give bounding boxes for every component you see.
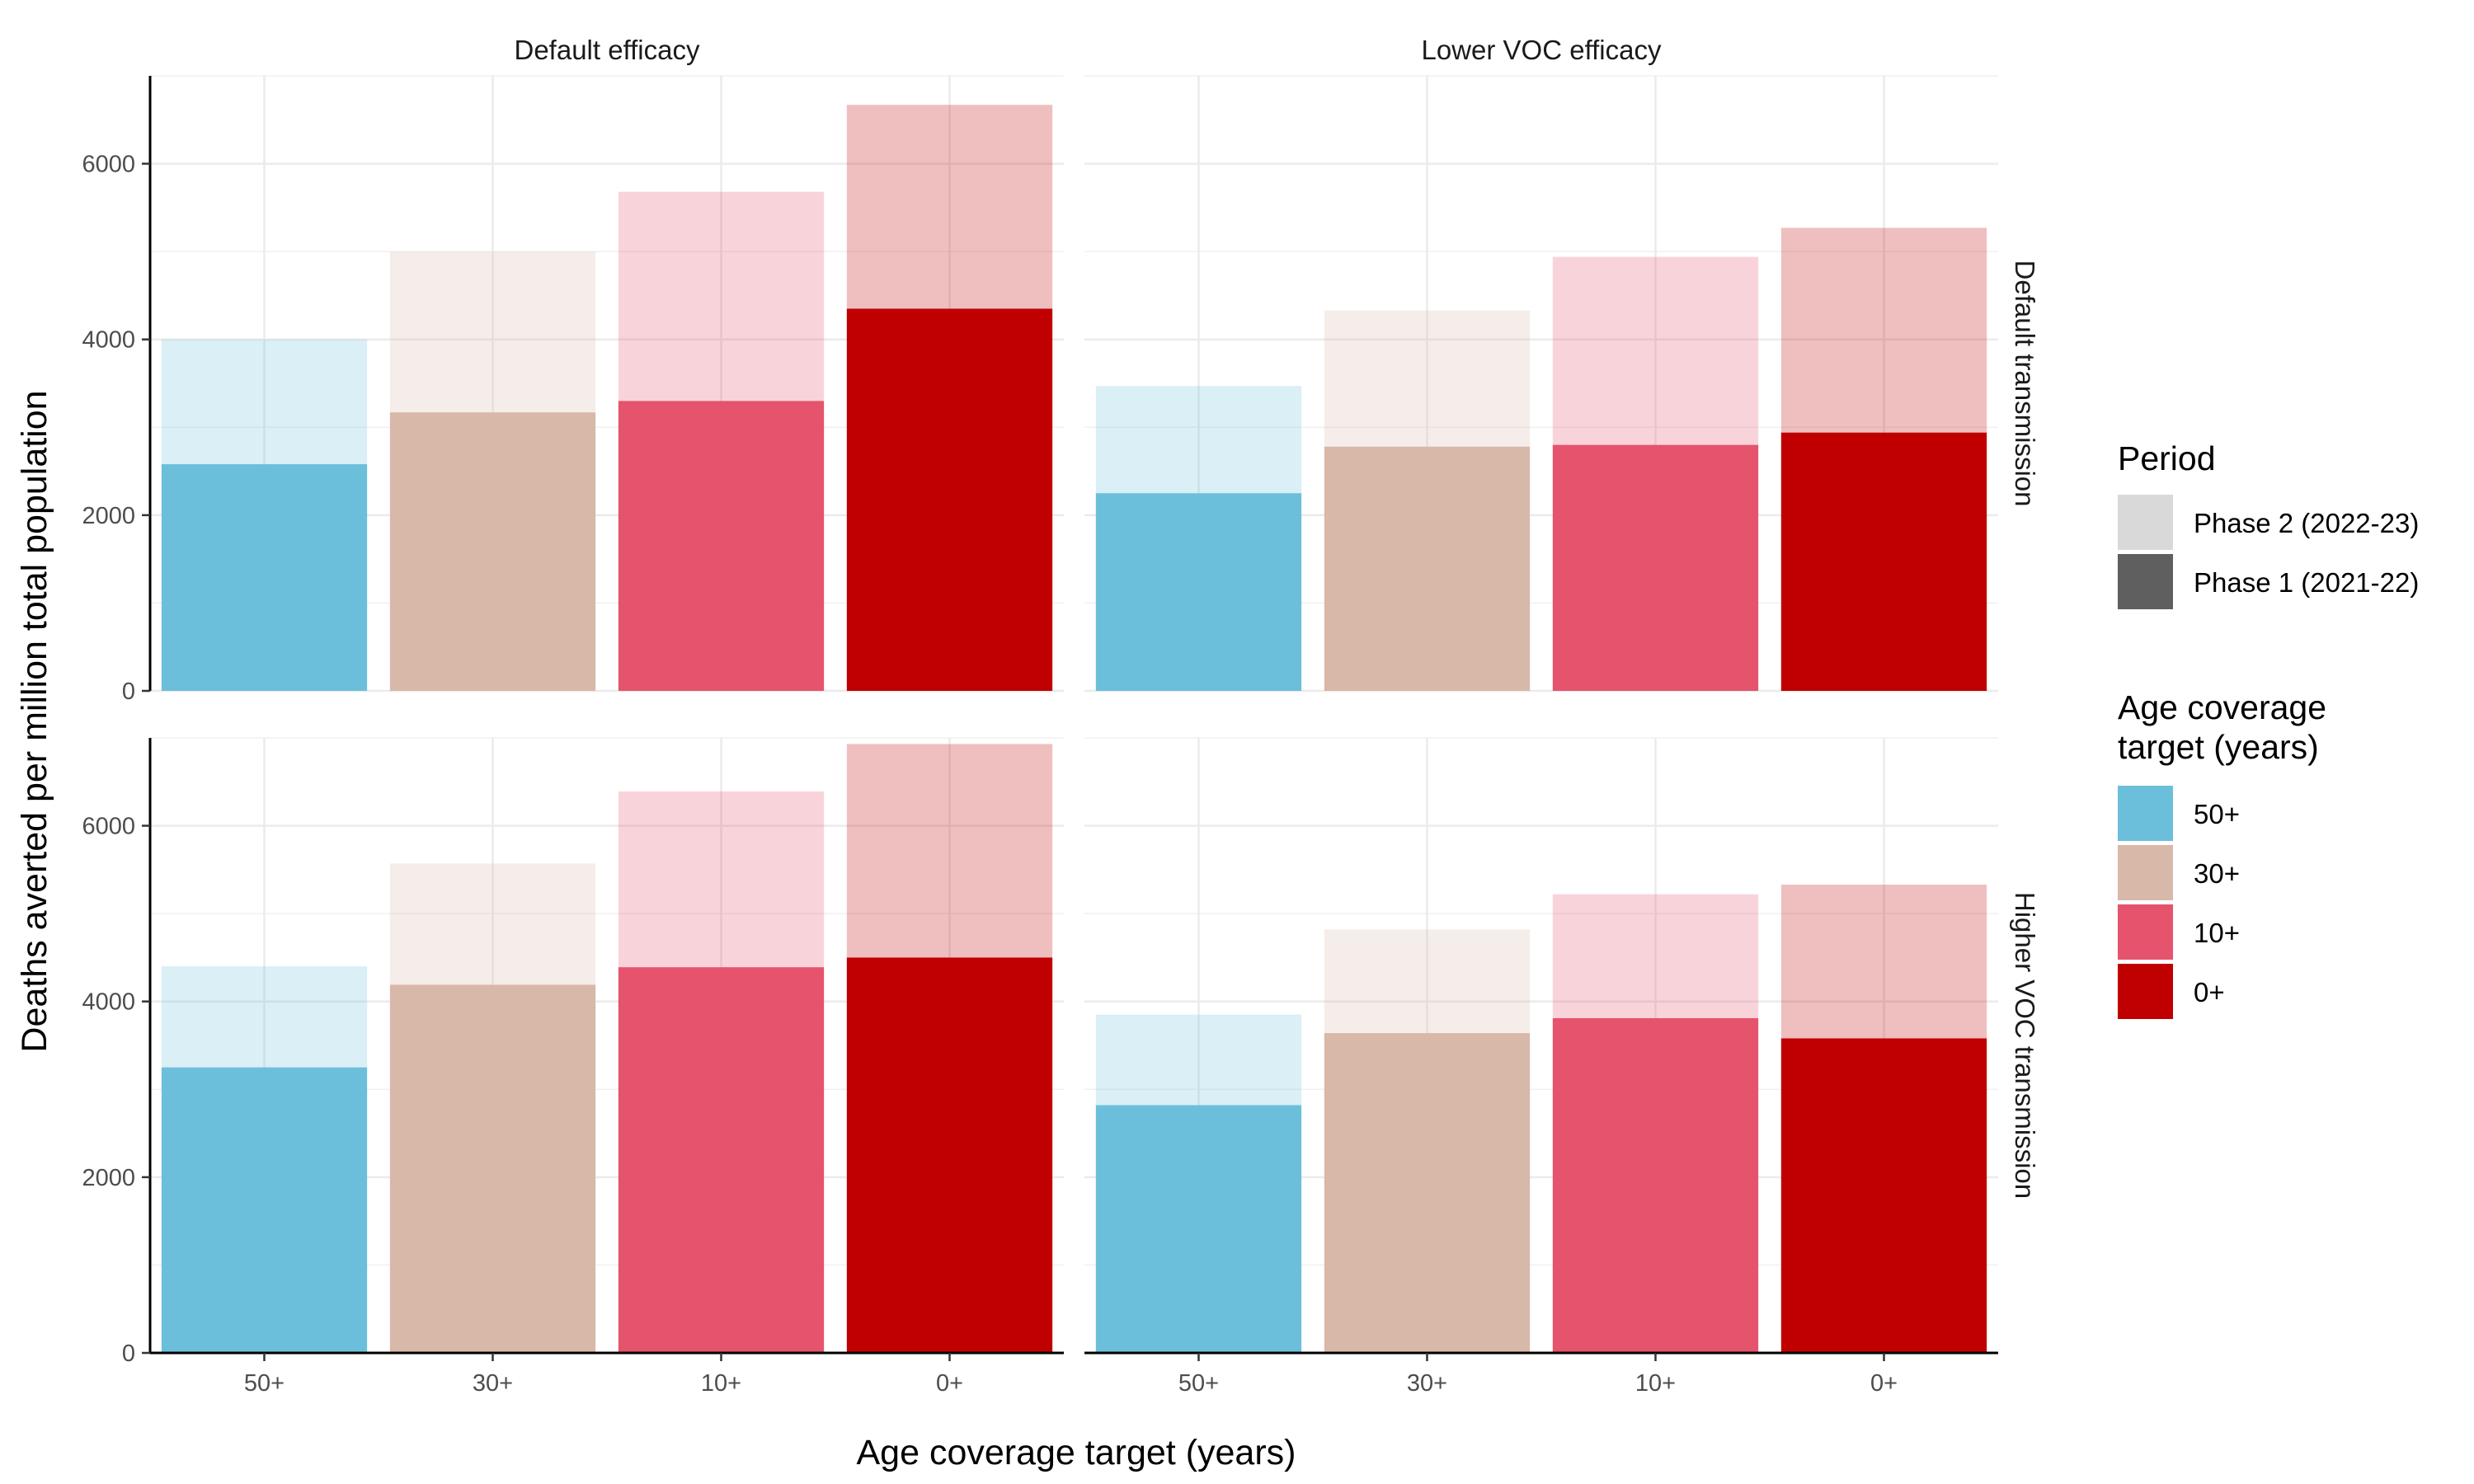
y-tick-label: 2000 [82,1165,135,1191]
legend: Period Phase 2 (2022-23) Phase 1 (2021-22)… [2118,439,2419,1019]
bar-phase2-0plus [846,105,1053,309]
x-axis-title: Age coverage target (years) [857,1433,1296,1472]
bar-phase1-10plus [1552,444,1759,691]
legend-key-age [2118,964,2173,1019]
x-tick-label: 50+ [1178,1370,1219,1397]
bar-phase2-10plus [1552,894,1759,1018]
bar-phase1-30plus [1324,1033,1531,1353]
bar-phase2-0plus [1780,228,1987,433]
x-tick-label: 10+ [1635,1370,1676,1397]
legend-key-period [2118,495,2173,550]
bar-phase1-30plus [389,412,596,691]
panel-1-1 [150,75,1064,693]
chart-axes: Default efficacy Lower VOC efficacy Defaul… [82,35,2040,1397]
legend-label-period: Phase 2 (2022-23) [2194,508,2419,538]
bar-phase2-50plus [161,966,368,1068]
bar-phase2-50plus [1095,1014,1302,1106]
bar-phase2-30plus [389,251,596,413]
x-tick-label: 0+ [936,1370,963,1397]
legend-key-age [2118,904,2173,960]
legend-key-age [2118,845,2173,900]
x-tick-label: 30+ [473,1370,513,1397]
legend-title-period: Period [2118,439,2216,477]
panel-2-2 [1084,737,1998,1355]
bar-phase2-30plus [1324,929,1531,1034]
bar-phase1-10plus [1552,1017,1759,1353]
facet-label-row: Higher VOC transmission [2010,892,2040,1199]
y-tick-label: 0 [122,679,135,705]
bar-phase2-10plus [618,191,825,402]
bar-phase2-0plus [1780,884,1987,1039]
bar-phase1-0plus [1780,432,1987,691]
bar-phase1-0plus [846,957,1053,1353]
x-tick-label: 50+ [244,1370,285,1397]
y-tick-label: 4000 [82,989,135,1016]
x-tick-label: 30+ [1407,1370,1447,1397]
panel-1-2 [1084,75,1998,693]
bar-phase1-0plus [846,308,1053,691]
facet-label-column: Lower VOC efficacy [1421,35,1662,65]
x-tick-label: 0+ [1870,1370,1898,1397]
bar-phase2-10plus [618,791,825,968]
bar-phase2-10plus [1552,256,1759,445]
legend-title-age: Age coverage [2118,688,2326,726]
legend-label-age: 0+ [2194,977,2225,1007]
y-tick-label: 6000 [82,152,135,178]
facet-label-column: Default efficacy [514,35,700,65]
bar-phase2-30plus [1324,310,1531,447]
panel-2-1 [150,737,1064,1355]
bar-phase1-50plus [161,1067,368,1353]
legend-label-age: 30+ [2194,858,2240,889]
legend-label-age: 10+ [2194,918,2240,948]
x-tick-label: 10+ [701,1370,741,1397]
bar-phase1-50plus [1095,1105,1302,1353]
y-tick-label: 2000 [82,503,135,529]
bar-phase2-50plus [161,339,368,465]
bar-phase1-0plus [1780,1038,1987,1353]
y-tick-label: 4000 [82,327,135,354]
legend-label-period: Phase 1 (2021-22) [2194,567,2419,598]
legend-key-age [2118,786,2173,841]
bar-phase1-50plus [161,464,368,691]
bar-phase1-10plus [618,967,825,1353]
legend-key-period [2118,554,2173,609]
bar-phase2-0plus [846,744,1053,958]
bar-phase2-30plus [389,863,596,985]
y-tick-label: 0 [122,1341,135,1367]
bar-phase1-50plus [1095,493,1302,691]
y-tick-label: 6000 [82,814,135,840]
chart-panels [150,75,1998,1355]
legend-label-age: 50+ [2194,799,2240,829]
bar-phase1-30plus [1324,446,1531,691]
legend-title-age: target (years) [2118,728,2319,766]
bar-phase1-10plus [618,401,825,691]
bar-phase2-50plus [1095,386,1302,494]
facet-label-row: Default transmission [2010,261,2040,507]
y-axis-title: Deaths averted per million total populat… [15,390,54,1052]
bar-phase1-30plus [389,984,596,1353]
